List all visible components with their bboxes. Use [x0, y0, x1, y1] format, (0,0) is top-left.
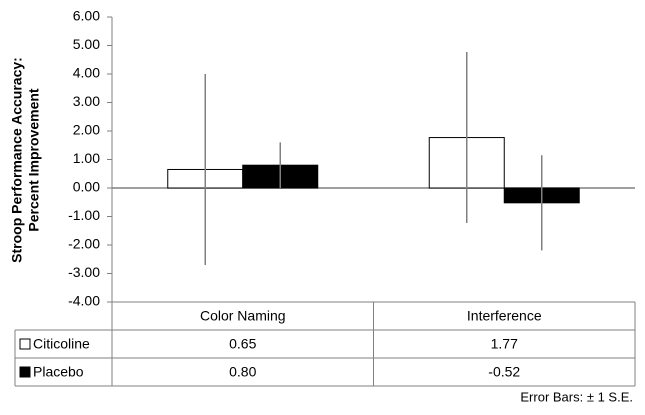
- footnote: Error Bars: ± 1 S.E.: [520, 389, 633, 404]
- legend-label: Citicoline: [33, 336, 90, 352]
- y-tick-label: 0.00: [73, 179, 100, 195]
- table-value: 0.65: [229, 336, 256, 352]
- y-tick-label: -4.00: [68, 293, 100, 309]
- table-value: 1.77: [491, 336, 518, 352]
- y-tick-label: -3.00: [68, 264, 100, 280]
- y-axis-label: Percent Improvement: [26, 88, 42, 231]
- y-tick-label: -1.00: [68, 207, 100, 223]
- y-tick-label: 6.00: [73, 8, 100, 24]
- y-axis-label: Stroop Performance Accuracy:: [9, 57, 25, 263]
- table-value: -0.52: [488, 364, 520, 380]
- y-tick-label: 4.00: [73, 65, 100, 81]
- y-tick-label: 1.00: [73, 150, 100, 166]
- category-label: Color Naming: [200, 308, 286, 324]
- legend-swatch: [19, 366, 31, 378]
- y-tick-label: 3.00: [73, 93, 100, 109]
- category-label: Interference: [467, 308, 542, 324]
- table-value: 0.80: [229, 364, 256, 380]
- legend-label: Placebo: [33, 364, 84, 380]
- y-tick-label: -2.00: [68, 236, 100, 252]
- legend-swatch: [19, 338, 31, 350]
- y-tick-label: 2.00: [73, 122, 100, 138]
- y-tick-label: 5.00: [73, 36, 100, 52]
